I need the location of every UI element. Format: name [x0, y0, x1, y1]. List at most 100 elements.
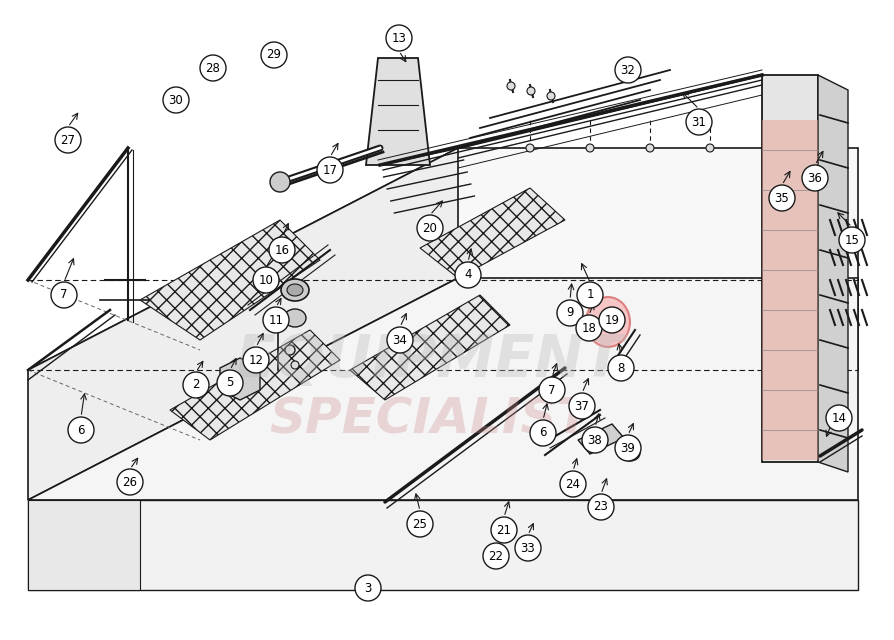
Text: 7: 7 [60, 289, 68, 301]
Circle shape [705, 144, 713, 152]
Circle shape [614, 57, 640, 83]
Text: 21: 21 [496, 524, 511, 536]
Circle shape [263, 307, 289, 333]
Circle shape [801, 165, 827, 191]
Circle shape [253, 267, 279, 293]
Polygon shape [761, 75, 817, 462]
Circle shape [768, 185, 794, 211]
Circle shape [199, 55, 226, 81]
Circle shape [607, 355, 633, 381]
Text: 26: 26 [122, 476, 138, 488]
Circle shape [51, 282, 77, 308]
Circle shape [529, 420, 555, 446]
Polygon shape [366, 58, 429, 165]
Polygon shape [139, 220, 320, 340]
Circle shape [386, 327, 412, 353]
Circle shape [506, 82, 514, 90]
Ellipse shape [586, 297, 629, 347]
Circle shape [270, 172, 290, 192]
Circle shape [838, 227, 864, 253]
Circle shape [284, 345, 295, 355]
Polygon shape [578, 424, 623, 454]
Text: 19: 19 [603, 314, 619, 326]
Ellipse shape [283, 309, 306, 327]
Circle shape [117, 469, 143, 495]
Circle shape [577, 282, 603, 308]
Circle shape [560, 471, 586, 497]
Circle shape [576, 315, 602, 341]
Text: 2: 2 [192, 378, 199, 392]
Circle shape [163, 87, 189, 113]
Text: 31: 31 [691, 115, 705, 129]
Circle shape [491, 517, 517, 543]
Text: 30: 30 [168, 93, 183, 106]
Text: 32: 32 [620, 63, 635, 77]
Text: 5: 5 [226, 376, 233, 390]
Polygon shape [350, 295, 510, 400]
Circle shape [483, 543, 509, 569]
Polygon shape [28, 500, 139, 590]
Polygon shape [419, 188, 564, 278]
Circle shape [587, 494, 613, 520]
Circle shape [614, 435, 640, 461]
Circle shape [569, 393, 595, 419]
Circle shape [243, 347, 269, 373]
Circle shape [407, 511, 433, 537]
Text: 6: 6 [77, 424, 85, 436]
Polygon shape [817, 75, 847, 472]
Circle shape [526, 144, 534, 152]
Circle shape [355, 575, 381, 601]
Text: 18: 18 [581, 321, 595, 335]
Polygon shape [28, 500, 857, 590]
Circle shape [685, 109, 712, 135]
Polygon shape [761, 120, 817, 460]
Text: 12: 12 [249, 353, 263, 367]
Text: 1: 1 [586, 289, 593, 301]
Text: 28: 28 [206, 61, 220, 74]
Text: 17: 17 [322, 163, 337, 177]
Circle shape [68, 417, 94, 443]
Circle shape [645, 144, 654, 152]
Circle shape [825, 405, 851, 431]
Polygon shape [220, 358, 260, 400]
Text: 25: 25 [412, 518, 427, 531]
Text: 22: 22 [488, 550, 503, 563]
Text: 39: 39 [620, 442, 635, 454]
Circle shape [538, 377, 564, 403]
Text: 8: 8 [617, 362, 624, 374]
Text: 38: 38 [587, 433, 602, 447]
Polygon shape [28, 148, 857, 370]
Ellipse shape [620, 445, 639, 461]
Text: 27: 27 [61, 134, 75, 147]
Circle shape [581, 427, 607, 453]
Text: 13: 13 [391, 31, 406, 45]
Circle shape [261, 42, 287, 68]
Circle shape [182, 372, 209, 398]
Text: 3: 3 [364, 582, 371, 595]
Text: 4: 4 [464, 269, 471, 282]
Text: 9: 9 [566, 307, 573, 319]
Text: 20: 20 [422, 221, 437, 234]
Text: 24: 24 [565, 477, 580, 490]
Circle shape [527, 87, 535, 95]
Polygon shape [28, 148, 458, 500]
Text: 15: 15 [844, 234, 858, 246]
Text: 7: 7 [548, 383, 555, 397]
Ellipse shape [281, 279, 308, 301]
Text: 36: 36 [806, 172, 822, 184]
Text: 37: 37 [574, 399, 589, 413]
Text: 29: 29 [266, 49, 282, 61]
Circle shape [417, 215, 443, 241]
Text: 11: 11 [268, 314, 283, 326]
Circle shape [586, 144, 594, 152]
Circle shape [291, 361, 299, 369]
Polygon shape [28, 278, 857, 500]
Text: 16: 16 [274, 243, 289, 257]
Polygon shape [170, 330, 340, 440]
Circle shape [454, 262, 480, 288]
Circle shape [598, 307, 624, 333]
Text: 10: 10 [258, 273, 274, 287]
Text: 33: 33 [520, 541, 535, 554]
Circle shape [546, 92, 554, 100]
Circle shape [269, 237, 295, 263]
